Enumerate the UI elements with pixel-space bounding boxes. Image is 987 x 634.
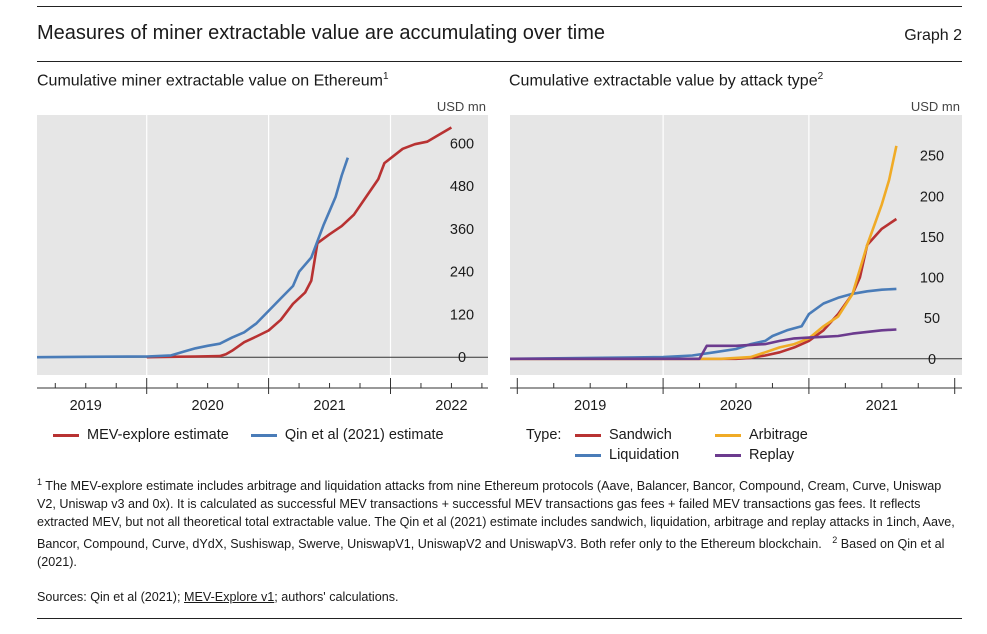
legend-swatch-liquidation bbox=[575, 453, 601, 457]
right-series-liquidation bbox=[509, 287, 897, 361]
right-ytick-label-0: 0 bbox=[928, 352, 936, 368]
right-ytick-label-3: 150 bbox=[920, 230, 944, 246]
footnote-2-mark: 2 bbox=[832, 535, 838, 546]
right-series-arbitrage bbox=[510, 145, 898, 361]
right-legend-type: Type: bbox=[526, 427, 561, 443]
right-chart-title-text: Cumulative extractable value by attack t… bbox=[509, 72, 818, 90]
right-series-replay bbox=[510, 328, 897, 361]
footnotes: 1 The MEV-explore estimate includes arbi… bbox=[37, 473, 962, 571]
sources-link-mev-explore[interactable]: MEV-Explore v1 bbox=[184, 590, 275, 604]
right-ytick-label-2: 100 bbox=[920, 271, 944, 287]
legend-swatch-sandwich bbox=[575, 433, 601, 437]
sources: Sources: Qin et al (2021); MEV-Explore v… bbox=[37, 590, 399, 604]
left-ytick-label-0: 0 bbox=[458, 350, 466, 366]
left-xtick-label-3: 2022 bbox=[435, 398, 467, 414]
right-ytick-label-1: 50 bbox=[924, 311, 940, 327]
right-xtick-label-2: 2021 bbox=[866, 398, 898, 414]
top-rule bbox=[37, 6, 962, 7]
legend-swatch-qin bbox=[250, 433, 277, 437]
right-chart-title: Cumulative extractable value by attack t… bbox=[509, 71, 823, 90]
right-xtick-label-0: 2019 bbox=[574, 398, 606, 414]
left-xtick-label-0: 2019 bbox=[70, 398, 102, 414]
graph-number: Graph 2 bbox=[904, 27, 962, 44]
left-ytick-label-4: 480 bbox=[450, 179, 474, 195]
left-ytick-label-2: 240 bbox=[450, 265, 474, 281]
legend-label-replay: Replay bbox=[749, 447, 795, 463]
left-legend: MEV-explore estimate Qin et al (2021) es… bbox=[53, 427, 444, 443]
right-chart-title-sup: 2 bbox=[817, 71, 824, 82]
sources-prefix: Sources: Qin et al (2021); bbox=[37, 590, 181, 604]
charts-canvas: USD mn 0 120 240 360 480 600 2019 2020 2021 2022 US… bbox=[36, 99, 962, 414]
left-chart-title: Cumulative miner extractable value on Et… bbox=[37, 71, 389, 90]
left-unit-label: USD mn bbox=[437, 99, 486, 114]
legend-label-qin: Qin et al (2021) estimate bbox=[284, 427, 444, 443]
legend-label-liquidation: Liquidation bbox=[609, 447, 680, 463]
legend-swatch-replay bbox=[715, 453, 741, 457]
legend-swatch-arbitrage bbox=[715, 433, 741, 437]
title-rule bbox=[37, 61, 962, 62]
left-chart-title-text: Cumulative miner extractable value on Et… bbox=[37, 72, 383, 90]
left-ytick-label-3: 360 bbox=[450, 222, 474, 238]
sources-suffix: ; authors' calculations. bbox=[274, 590, 399, 604]
left-chart-title-sup: 1 bbox=[382, 71, 389, 82]
legend-swatch-mev-explore bbox=[53, 433, 79, 437]
left-series-mev-explore-estimate bbox=[146, 126, 453, 359]
legend-label-arbitrage: Arbitrage bbox=[749, 427, 808, 443]
left-plot-area bbox=[37, 115, 488, 375]
graph-title: Measures of miner extractable value are … bbox=[37, 22, 606, 44]
bottom-rule bbox=[37, 618, 962, 619]
right-xtick-label-1: 2020 bbox=[720, 398, 752, 414]
legend-label-mev-explore: MEV-explore estimate bbox=[87, 427, 229, 443]
footnote-2: Based on Qin et al (2021). bbox=[37, 537, 945, 570]
right-ytick-label-5: 250 bbox=[920, 149, 944, 165]
left-ytick-label-5: 600 bbox=[450, 136, 474, 152]
legend-label-sandwich: Sandwich bbox=[609, 427, 672, 443]
left-xtick-label-2: 2021 bbox=[313, 398, 345, 414]
right-legend-row1: Sandwich Arbitrage bbox=[575, 427, 808, 443]
footnote-1-mark: 1 bbox=[37, 477, 43, 487]
right-unit-label: USD mn bbox=[911, 99, 960, 114]
left-xtick-label-1: 2020 bbox=[192, 398, 224, 414]
left-ytick-label-1: 120 bbox=[450, 307, 474, 323]
right-ytick-label-4: 200 bbox=[920, 189, 944, 205]
right-plot-area bbox=[510, 115, 962, 375]
legend-type-label: Type: bbox=[526, 427, 562, 443]
left-series-qin-et-al-2021-estimate bbox=[36, 157, 350, 359]
footnote-1: The MEV-explore estimate includes arbitr… bbox=[37, 479, 955, 552]
right-legend-row2: Liquidation Replay bbox=[575, 447, 794, 463]
